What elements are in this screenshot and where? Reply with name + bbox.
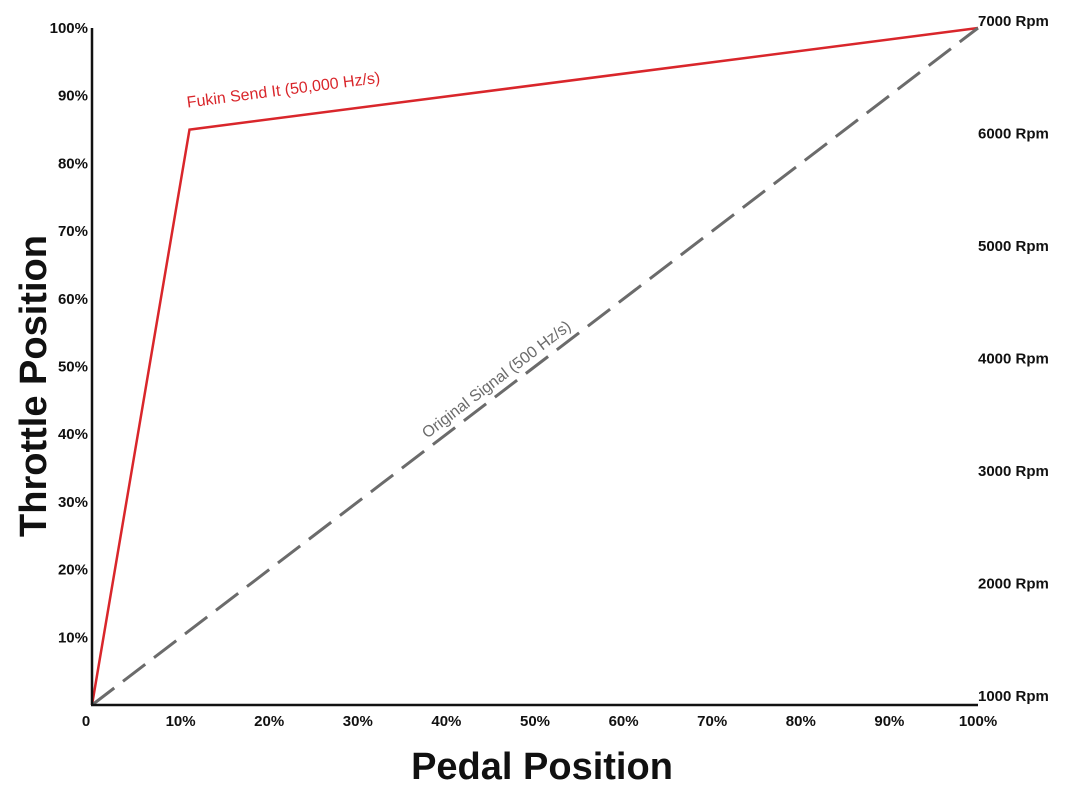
- y2-tick-label: 1000 Rpm: [978, 688, 1049, 705]
- x-tick-label: 100%: [959, 713, 997, 730]
- y2-tick-label: 7000 Rpm: [978, 13, 1049, 30]
- y-tick-label: 100%: [50, 20, 88, 37]
- series-label: Fukin Send It (50,000 Hz/s): [186, 70, 381, 112]
- y-tick-label: 90%: [58, 88, 88, 105]
- x-tick-label: 80%: [786, 713, 816, 730]
- y2-tick-label: 6000 Rpm: [978, 126, 1049, 143]
- y-tick-label: 70%: [58, 223, 88, 240]
- y-tick-label: 80%: [58, 155, 88, 172]
- series-label: Original Signal (500 Hz/s): [419, 318, 574, 442]
- y-tick-label: 60%: [58, 291, 88, 308]
- x-tick-label: 10%: [166, 713, 196, 730]
- series-line: [91, 26, 979, 707]
- ticks-layer: 0 10% 20% 30% 40% 50% 60% 70% 80% 90% 100% 10% 20% 30…: [50, 13, 1049, 730]
- labels-layer: Pedal Position Throttle Position: [13, 235, 673, 788]
- series-layer: Fukin Send It (50,000 Hz/s) Original Sign…: [90, 26, 979, 707]
- y-tick-label: 20%: [58, 562, 88, 579]
- x-tick-label: 50%: [520, 713, 550, 730]
- y2-tick-label: 5000 Rpm: [978, 238, 1049, 255]
- y2-tick-label: 2000 Rpm: [978, 576, 1049, 593]
- x-tick-label: 70%: [697, 713, 727, 730]
- x-tick-label: 30%: [343, 713, 373, 730]
- y-axis-title: Throttle Position: [13, 235, 55, 537]
- y-tick-label: 30%: [58, 494, 88, 511]
- x-tick-label: 20%: [254, 713, 284, 730]
- series-line: [90, 26, 979, 706]
- y2-tick-label: 4000 Rpm: [978, 351, 1049, 368]
- x-axis-title: Pedal Position: [411, 746, 673, 788]
- y2-tick-label: 3000 Rpm: [978, 463, 1049, 480]
- x-tick-label: 60%: [609, 713, 639, 730]
- x-tick-label: 0: [82, 713, 90, 730]
- y-tick-label: 50%: [58, 359, 88, 376]
- y-tick-label: 10%: [58, 629, 88, 646]
- x-tick-label: 90%: [874, 713, 904, 730]
- axes-layer: [90, 28, 978, 707]
- x-tick-label: 40%: [431, 713, 461, 730]
- y-tick-label: 40%: [58, 426, 88, 443]
